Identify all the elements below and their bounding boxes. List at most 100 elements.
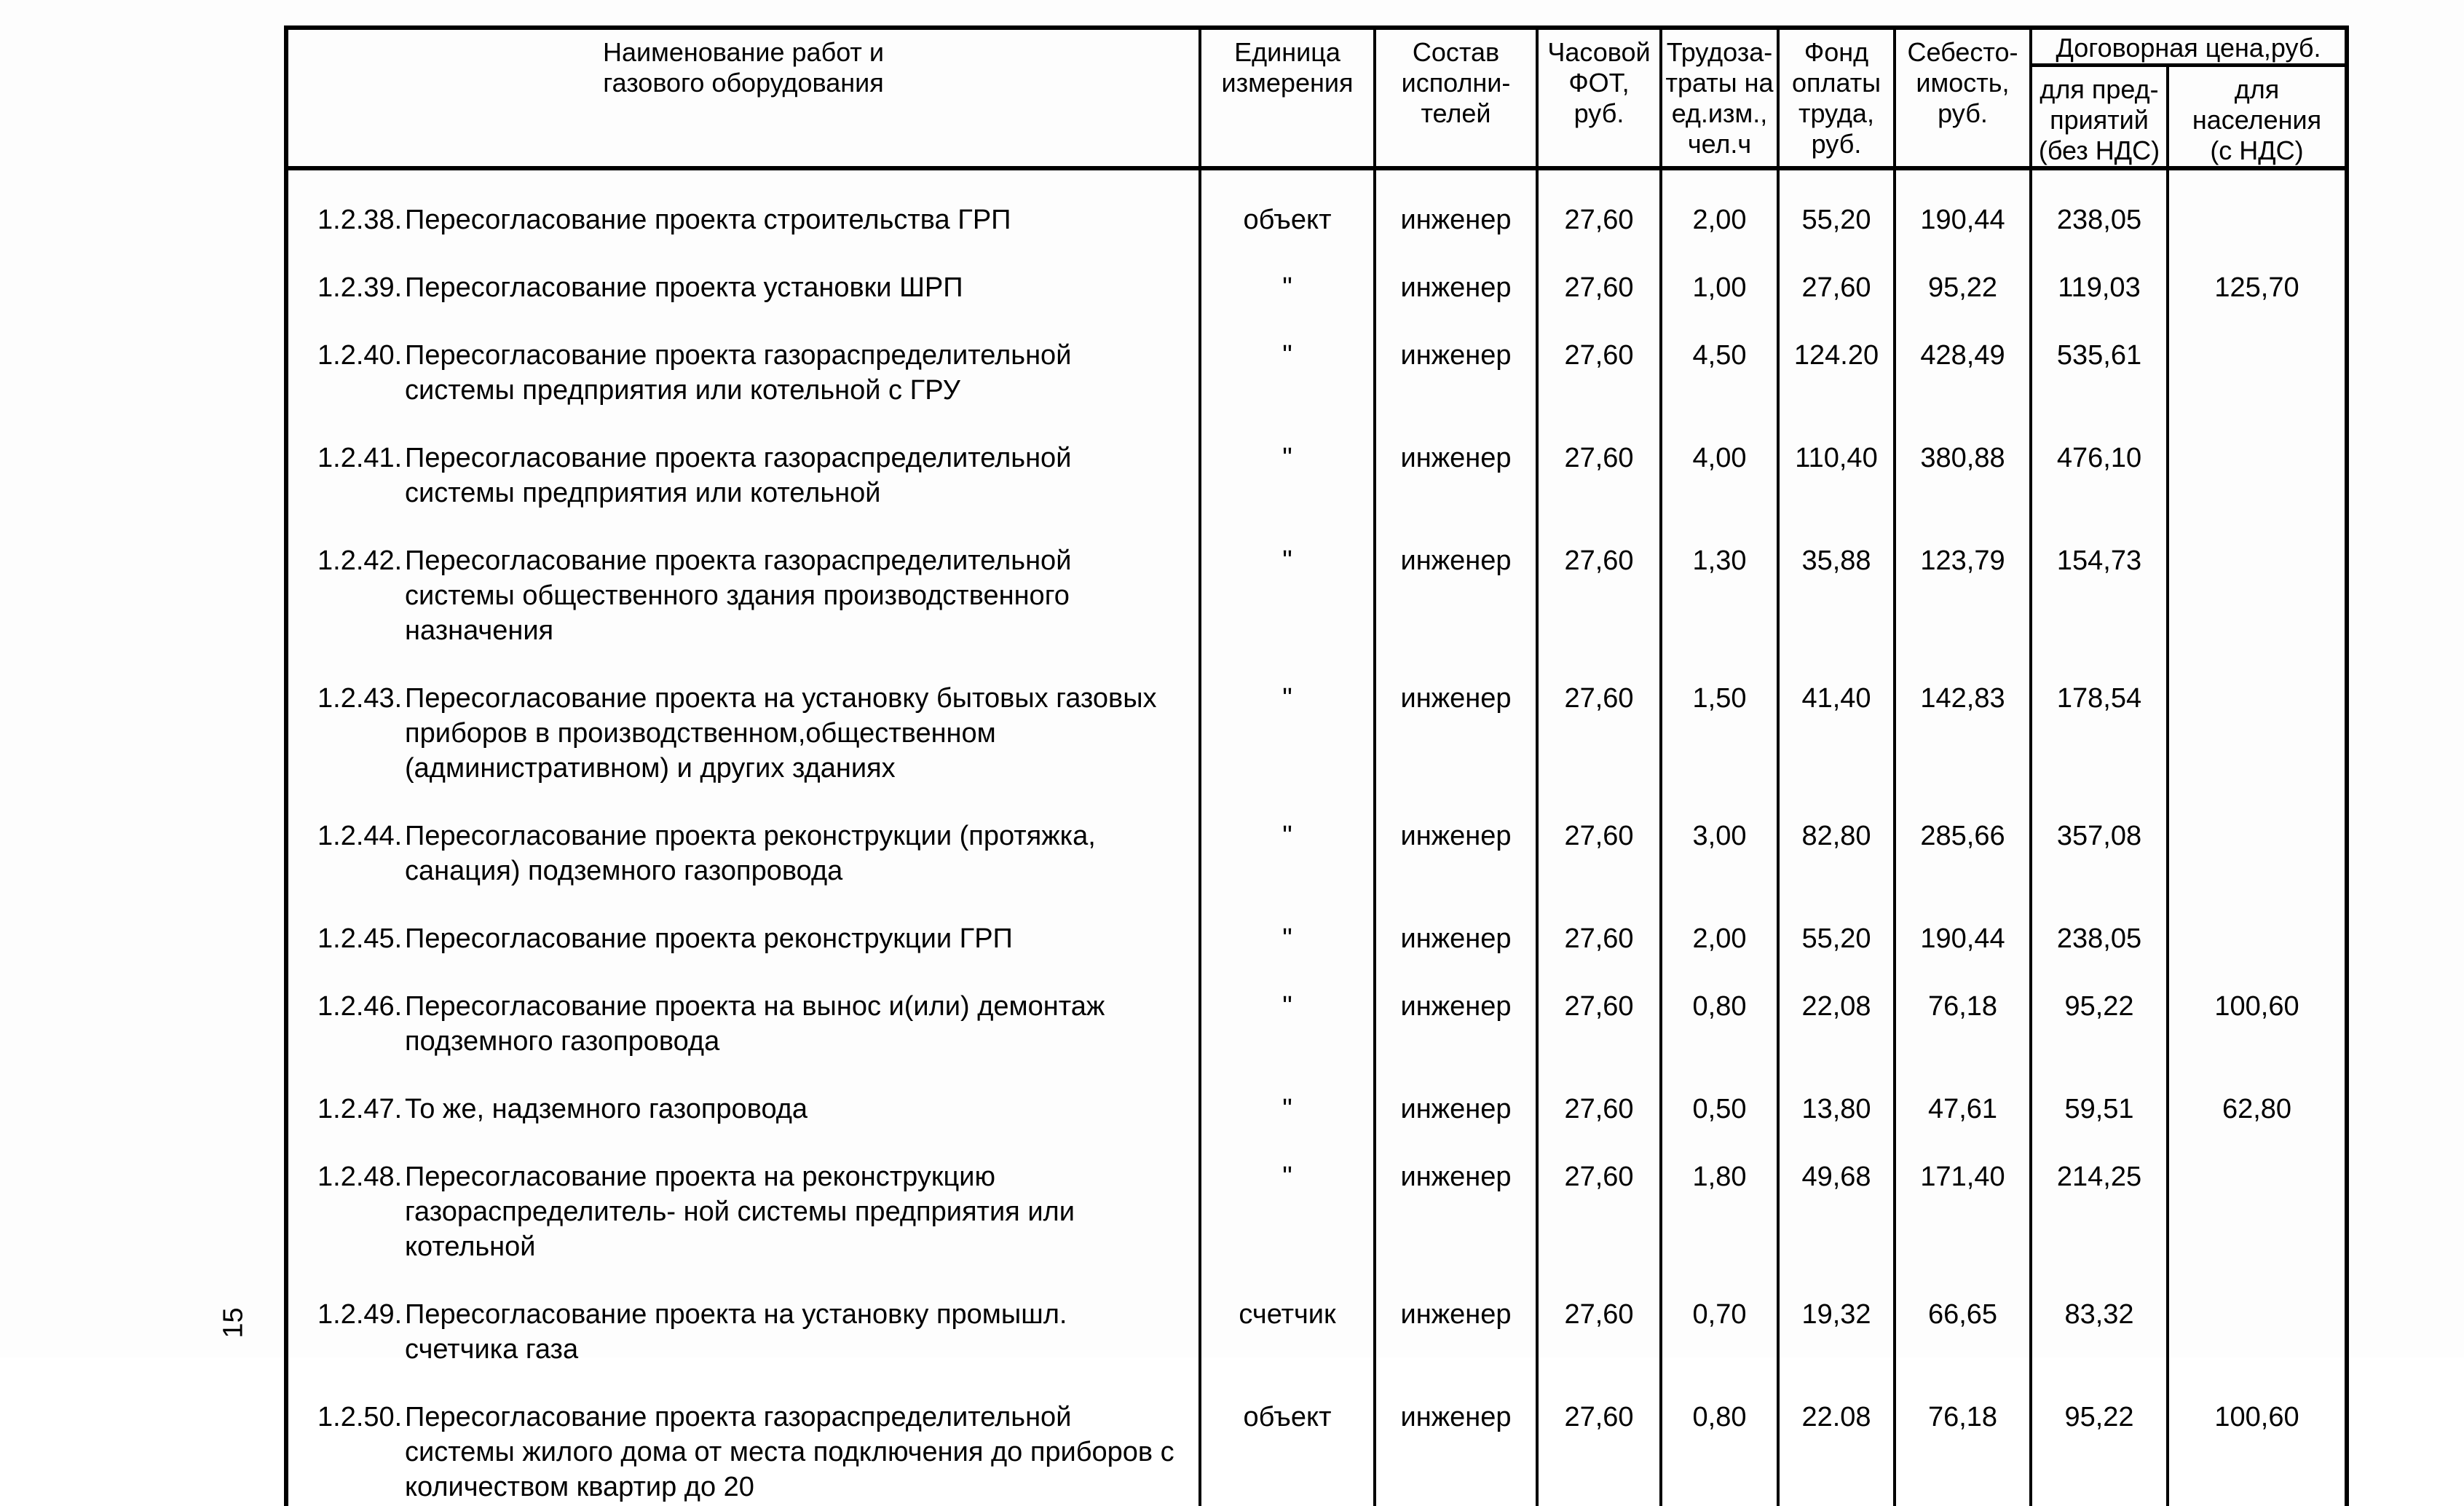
cell-wage-fund: 55,20 bbox=[1777, 168, 1896, 238]
row-number: 1.2.44. bbox=[317, 821, 403, 851]
page-number: 15 bbox=[218, 1307, 249, 1339]
table-row: 1.2.39.Пересогласование проекта установк… bbox=[285, 238, 2348, 306]
cell-labor: 0,80 bbox=[1659, 1368, 1780, 1506]
cell-labor: 2,00 bbox=[1659, 889, 1780, 957]
cell-unit: счетчик bbox=[1199, 1265, 1376, 1368]
cell-price-population bbox=[2166, 1265, 2348, 1368]
table-row: 1.2.45.Пересогласование проекта реконстр… bbox=[285, 889, 2348, 957]
cell-work-name: 1.2.42.Пересогласование проекта газорасп… bbox=[285, 511, 1201, 649]
cell-unit: объект bbox=[1199, 1368, 1376, 1506]
cell-price-population bbox=[2166, 649, 2348, 786]
cell-unit: " bbox=[1199, 889, 1376, 957]
work-name-text: Пересогласование проекта реконструкции (… bbox=[405, 821, 1096, 886]
header-for-enterprises: для пред- приятий (без НДС) bbox=[2029, 65, 2169, 170]
row-number: 1.2.41. bbox=[317, 443, 403, 473]
work-name-text: Пересогласование проекта установки ШРП bbox=[405, 272, 963, 303]
table-row: 1.2.43.Пересогласование проекта на устан… bbox=[285, 649, 2348, 786]
cell-work-name: 1.2.39.Пересогласование проекта установк… bbox=[285, 238, 1201, 306]
scanned-page: Наименование работ и газового оборудован… bbox=[218, 25, 2349, 1506]
cell-cost: 66,65 bbox=[1893, 1265, 2032, 1368]
row-number: 1.2.45. bbox=[317, 923, 403, 954]
cell-wage-fund: 49,68 bbox=[1777, 1127, 1896, 1265]
work-name-text: Пересогласование проекта на реконструкци… bbox=[405, 1162, 1075, 1262]
cell-hourly-fot: 27,60 bbox=[1536, 1265, 1662, 1368]
header-cost: Себесто- имость, руб. bbox=[1893, 25, 2032, 170]
cell-hourly-fot: 27,60 bbox=[1536, 957, 1662, 1060]
cell-labor: 2,00 bbox=[1659, 168, 1780, 238]
cell-unit: " bbox=[1199, 649, 1376, 786]
cell-unit: " bbox=[1199, 238, 1376, 306]
row-number: 1.2.48. bbox=[317, 1162, 403, 1192]
cell-cost: 47,61 bbox=[1893, 1060, 2032, 1127]
cell-hourly-fot: 27,60 bbox=[1536, 511, 1662, 649]
cell-hourly-fot: 27,60 bbox=[1536, 306, 1662, 409]
work-name-text: Пересогласование проекта газораспределит… bbox=[405, 340, 1072, 406]
cell-price-enterprises: 178,54 bbox=[2029, 649, 2169, 786]
cell-hourly-fot: 27,60 bbox=[1536, 1127, 1662, 1265]
tariff-table: Наименование работ и газового оборудован… bbox=[284, 25, 2349, 1506]
work-name-text: Пересогласование проекта газораспределит… bbox=[405, 545, 1072, 646]
header-labor: Трудоза- траты на ед.изм., чел.ч bbox=[1659, 25, 1780, 170]
cell-wage-fund: 22.08 bbox=[1777, 1368, 1896, 1506]
header-crew: Состав исполни- телей bbox=[1373, 25, 1539, 170]
cell-wage-fund: 13,80 bbox=[1777, 1060, 1896, 1127]
table-row: 1.2.44.Пересогласование проекта реконстр… bbox=[285, 786, 2348, 889]
cell-labor: 1,80 bbox=[1659, 1127, 1780, 1265]
table-row: 1.2.41.Пересогласование проекта газорасп… bbox=[285, 409, 2348, 511]
cell-crew: инженер bbox=[1373, 786, 1539, 889]
cell-hourly-fot: 27,60 bbox=[1536, 409, 1662, 511]
work-name-text: Пересогласование проекта на установку пр… bbox=[405, 1299, 1067, 1365]
row-number: 1.2.43. bbox=[317, 683, 403, 714]
cell-work-name: 1.2.47.То же, надземного газопровода bbox=[285, 1060, 1201, 1127]
work-name-text: То же, надземного газопровода bbox=[405, 1094, 808, 1124]
header-hourly-fot: Часовой ФОТ, руб. bbox=[1536, 25, 1662, 170]
cell-wage-fund: 35,88 bbox=[1777, 511, 1896, 649]
cell-crew: инженер bbox=[1373, 1127, 1539, 1265]
cell-work-name: 1.2.48.Пересогласование проекта на рекон… bbox=[285, 1127, 1201, 1265]
cell-work-name: 1.2.46.Пересогласование проекта на вынос… bbox=[285, 957, 1201, 1060]
cell-labor: 0,70 bbox=[1659, 1265, 1780, 1368]
cell-price-population bbox=[2166, 786, 2348, 889]
cell-work-name: 1.2.45.Пересогласование проекта реконстр… bbox=[285, 889, 1201, 957]
cell-labor: 4,00 bbox=[1659, 409, 1780, 511]
cell-labor: 4,50 bbox=[1659, 306, 1780, 409]
table-row: 1.2.50.Пересогласование проекта газорасп… bbox=[285, 1368, 2348, 1506]
header-unit: Единица измерения bbox=[1199, 25, 1376, 170]
work-name-text: Пересогласование проекта газораспределит… bbox=[405, 443, 1072, 508]
work-name-text: Пересогласование проекта на вынос и(или)… bbox=[405, 991, 1105, 1057]
cell-work-name: 1.2.38.Пересогласование проекта строител… bbox=[285, 168, 1201, 238]
cell-crew: инженер bbox=[1373, 1060, 1539, 1127]
cell-crew: инженер bbox=[1373, 238, 1539, 306]
row-number: 1.2.39. bbox=[317, 272, 403, 303]
cell-cost: 285,66 bbox=[1893, 786, 2032, 889]
cell-crew: инженер bbox=[1373, 1368, 1539, 1506]
cell-price-population bbox=[2166, 168, 2348, 238]
cell-work-name: 1.2.43.Пересогласование проекта на устан… bbox=[285, 649, 1201, 786]
table-row: 1.2.47.То же, надземного газопровода " и… bbox=[285, 1060, 2348, 1127]
cell-unit: " bbox=[1199, 786, 1376, 889]
cell-cost: 76,18 bbox=[1893, 1368, 2032, 1506]
row-number: 1.2.40. bbox=[317, 340, 403, 371]
header-name: Наименование работ и газового оборудован… bbox=[285, 25, 1201, 170]
cell-labor: 0,50 bbox=[1659, 1060, 1780, 1127]
cell-price-enterprises: 59,51 bbox=[2029, 1060, 2169, 1127]
table-row: 1.2.46.Пересогласование проекта на вынос… bbox=[285, 957, 2348, 1060]
cell-crew: инженер bbox=[1373, 409, 1539, 511]
cell-price-population: 100,60 bbox=[2166, 957, 2348, 1060]
work-name-text: Пересогласование проекта газораспределит… bbox=[405, 1402, 1174, 1502]
cell-hourly-fot: 27,60 bbox=[1536, 786, 1662, 889]
cell-wage-fund: 27,60 bbox=[1777, 238, 1896, 306]
cell-price-population bbox=[2166, 306, 2348, 409]
cell-price-enterprises: 535,61 bbox=[2029, 306, 2169, 409]
cell-unit: " bbox=[1199, 511, 1376, 649]
header-for-population: для населения (с НДС) bbox=[2166, 65, 2348, 170]
row-number: 1.2.46. bbox=[317, 991, 403, 1022]
cell-unit: " bbox=[1199, 957, 1376, 1060]
cell-hourly-fot: 27,60 bbox=[1536, 238, 1662, 306]
table-header: Наименование работ и газового оборудован… bbox=[285, 25, 2348, 170]
cell-labor: 1,00 bbox=[1659, 238, 1780, 306]
cell-hourly-fot: 27,60 bbox=[1536, 649, 1662, 786]
cell-unit: объект bbox=[1199, 168, 1376, 238]
cell-cost: 123,79 bbox=[1893, 511, 2032, 649]
cell-cost: 190,44 bbox=[1893, 168, 2032, 238]
